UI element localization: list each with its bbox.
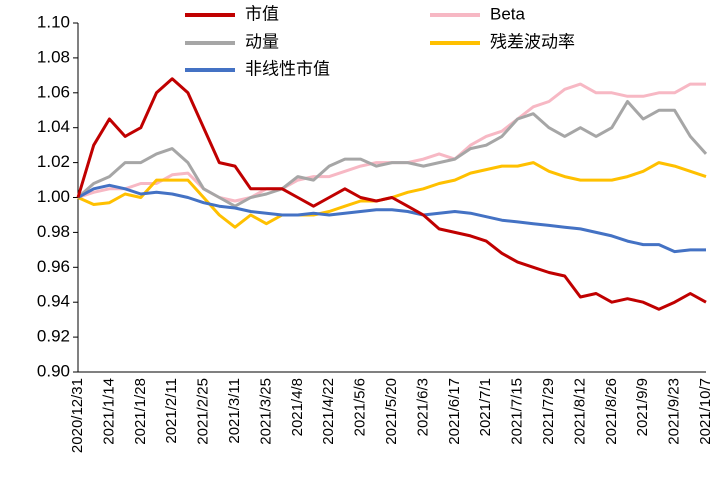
x-tick-label: 2021/10/7: [697, 378, 714, 445]
x-tick-label: 2021/7/29: [540, 378, 557, 445]
y-tick-label: 1.00: [37, 187, 70, 206]
y-tick-label: 0.94: [37, 292, 70, 311]
y-tick-label: 0.92: [37, 327, 70, 346]
y-tick-label: 0.98: [37, 222, 70, 241]
y-tick-label: 1.06: [37, 82, 70, 101]
x-tick-label: 2021/9/23: [666, 378, 683, 445]
series-line: [76, 77, 707, 311]
x-tick-label: 2021/6/17: [446, 378, 463, 445]
x-tick-label: 2021/1/14: [100, 378, 117, 445]
x-tick-label: 2020/12/31: [69, 378, 86, 453]
x-tick-label: 2021/6/3: [414, 378, 431, 436]
legend-label: 动量: [245, 32, 279, 51]
x-tick-label: 2021/9/9: [634, 378, 651, 436]
x-tick-label: 2021/5/20: [383, 378, 400, 445]
x-tick-label: 2021/4/22: [320, 378, 337, 445]
series-line: [77, 82, 706, 203]
x-tick-label: 2021/2/11: [163, 378, 180, 444]
y-tick-label: 1.02: [37, 152, 70, 171]
x-tick-label: 2021/8/26: [603, 378, 620, 445]
x-tick-label: 2021/1/28: [132, 378, 149, 445]
series-line: [77, 100, 708, 208]
y-tick-label: 1.10: [37, 12, 70, 31]
x-tick-label: 2021/8/12: [571, 378, 588, 445]
legend-label: Beta: [490, 4, 526, 23]
x-tick-label: 2021/3/25: [257, 378, 274, 445]
legend-label: 市值: [245, 4, 279, 23]
legend-label: 非线性市值: [245, 59, 330, 78]
y-tick-label: 1.08: [37, 47, 70, 66]
x-tick-label: 2021/2/25: [195, 378, 212, 445]
x-tick-label: 2021/7/15: [509, 378, 526, 445]
y-tick-label: 0.96: [37, 257, 70, 276]
y-tick-label: 0.90: [37, 361, 70, 380]
x-tick-label: 2021/3/11: [226, 378, 243, 444]
series-line: [77, 183, 706, 254]
x-tick-label: 2021/7/1: [477, 378, 494, 436]
x-tick-label: 2021/4/8: [289, 378, 306, 436]
legend-label: 残差波动率: [490, 32, 575, 51]
y-tick-label: 1.04: [37, 117, 70, 136]
x-tick-label: 2021/5/6: [352, 378, 369, 436]
